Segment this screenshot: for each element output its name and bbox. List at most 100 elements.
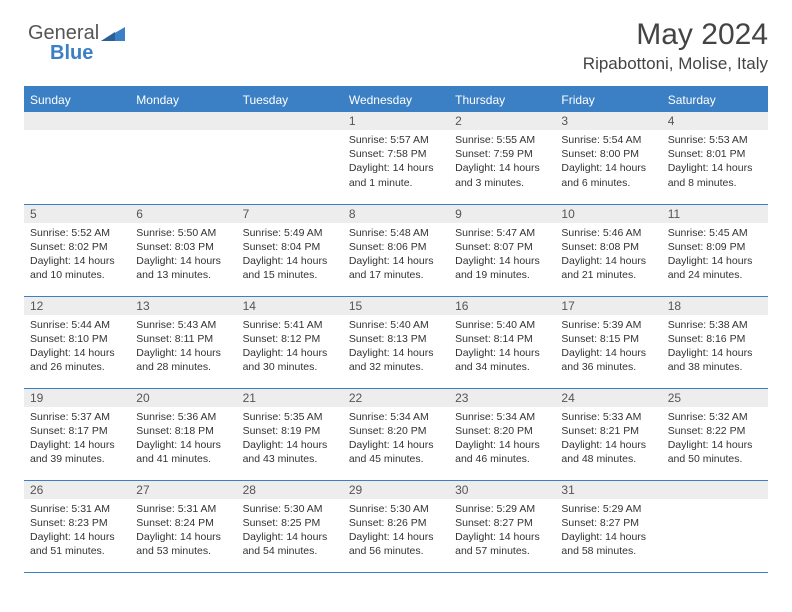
calendar-week-row: 12Sunrise: 5:44 AMSunset: 8:10 PMDayligh… bbox=[24, 296, 768, 388]
calendar-day-cell: 18Sunrise: 5:38 AMSunset: 8:16 PMDayligh… bbox=[662, 296, 768, 388]
calendar-day-cell: 12Sunrise: 5:44 AMSunset: 8:10 PMDayligh… bbox=[24, 296, 130, 388]
calendar-day-cell: 22Sunrise: 5:34 AMSunset: 8:20 PMDayligh… bbox=[343, 388, 449, 480]
day-details: Sunrise: 5:32 AMSunset: 8:22 PMDaylight:… bbox=[662, 407, 768, 471]
day-number: 5 bbox=[24, 205, 130, 223]
logo-part2: Blue bbox=[50, 42, 93, 64]
day-number: 2 bbox=[449, 112, 555, 130]
day-details: Sunrise: 5:41 AMSunset: 8:12 PMDaylight:… bbox=[237, 315, 343, 379]
day-number: 14 bbox=[237, 297, 343, 315]
calendar-day-cell: 25Sunrise: 5:32 AMSunset: 8:22 PMDayligh… bbox=[662, 388, 768, 480]
day-number: 25 bbox=[662, 389, 768, 407]
calendar-day-cell: 15Sunrise: 5:40 AMSunset: 8:13 PMDayligh… bbox=[343, 296, 449, 388]
calendar-day-cell: 7Sunrise: 5:49 AMSunset: 8:04 PMDaylight… bbox=[237, 204, 343, 296]
calendar-day-cell bbox=[662, 480, 768, 572]
calendar-day-cell: 9Sunrise: 5:47 AMSunset: 8:07 PMDaylight… bbox=[449, 204, 555, 296]
day-number: 1 bbox=[343, 112, 449, 130]
day-number: 29 bbox=[343, 481, 449, 499]
day-number: 16 bbox=[449, 297, 555, 315]
day-details: Sunrise: 5:33 AMSunset: 8:21 PMDaylight:… bbox=[555, 407, 661, 471]
day-number: 13 bbox=[130, 297, 236, 315]
weekday-header: Saturday bbox=[662, 87, 768, 112]
calendar-day-cell: 8Sunrise: 5:48 AMSunset: 8:06 PMDaylight… bbox=[343, 204, 449, 296]
day-number: 30 bbox=[449, 481, 555, 499]
day-details: Sunrise: 5:30 AMSunset: 8:26 PMDaylight:… bbox=[343, 499, 449, 563]
weekday-header: Wednesday bbox=[343, 87, 449, 112]
logo-triangle-icon bbox=[101, 25, 125, 43]
calendar-day-cell: 20Sunrise: 5:36 AMSunset: 8:18 PMDayligh… bbox=[130, 388, 236, 480]
day-number: 31 bbox=[555, 481, 661, 499]
calendar-day-cell: 21Sunrise: 5:35 AMSunset: 8:19 PMDayligh… bbox=[237, 388, 343, 480]
day-number: 21 bbox=[237, 389, 343, 407]
day-details: Sunrise: 5:45 AMSunset: 8:09 PMDaylight:… bbox=[662, 223, 768, 287]
calendar-day-cell: 10Sunrise: 5:46 AMSunset: 8:08 PMDayligh… bbox=[555, 204, 661, 296]
day-details: Sunrise: 5:31 AMSunset: 8:23 PMDaylight:… bbox=[24, 499, 130, 563]
day-number: 19 bbox=[24, 389, 130, 407]
calendar-week-row: 19Sunrise: 5:37 AMSunset: 8:17 PMDayligh… bbox=[24, 388, 768, 480]
calendar-day-cell: 26Sunrise: 5:31 AMSunset: 8:23 PMDayligh… bbox=[24, 480, 130, 572]
day-details: Sunrise: 5:40 AMSunset: 8:13 PMDaylight:… bbox=[343, 315, 449, 379]
day-number: 26 bbox=[24, 481, 130, 499]
weekday-header: Tuesday bbox=[237, 87, 343, 112]
logo-part2-wrap: Blue bbox=[50, 42, 93, 65]
calendar-day-cell: 31Sunrise: 5:29 AMSunset: 8:27 PMDayligh… bbox=[555, 480, 661, 572]
day-details: Sunrise: 5:52 AMSunset: 8:02 PMDaylight:… bbox=[24, 223, 130, 287]
day-number: 20 bbox=[130, 389, 236, 407]
weekday-header: Friday bbox=[555, 87, 661, 112]
calendar-day-cell: 28Sunrise: 5:30 AMSunset: 8:25 PMDayligh… bbox=[237, 480, 343, 572]
calendar-day-cell: 14Sunrise: 5:41 AMSunset: 8:12 PMDayligh… bbox=[237, 296, 343, 388]
day-details: Sunrise: 5:44 AMSunset: 8:10 PMDaylight:… bbox=[24, 315, 130, 379]
day-details: Sunrise: 5:38 AMSunset: 8:16 PMDaylight:… bbox=[662, 315, 768, 379]
day-details: Sunrise: 5:39 AMSunset: 8:15 PMDaylight:… bbox=[555, 315, 661, 379]
day-number: 27 bbox=[130, 481, 236, 499]
calendar-day-cell: 16Sunrise: 5:40 AMSunset: 8:14 PMDayligh… bbox=[449, 296, 555, 388]
calendar-day-cell: 23Sunrise: 5:34 AMSunset: 8:20 PMDayligh… bbox=[449, 388, 555, 480]
weekday-header: Sunday bbox=[24, 87, 130, 112]
day-details: Sunrise: 5:29 AMSunset: 8:27 PMDaylight:… bbox=[555, 499, 661, 563]
day-details: Sunrise: 5:34 AMSunset: 8:20 PMDaylight:… bbox=[343, 407, 449, 471]
day-number: 17 bbox=[555, 297, 661, 315]
day-details: Sunrise: 5:34 AMSunset: 8:20 PMDaylight:… bbox=[449, 407, 555, 471]
day-number: 22 bbox=[343, 389, 449, 407]
calendar-day-cell: 5Sunrise: 5:52 AMSunset: 8:02 PMDaylight… bbox=[24, 204, 130, 296]
day-details: Sunrise: 5:49 AMSunset: 8:04 PMDaylight:… bbox=[237, 223, 343, 287]
day-number-empty bbox=[24, 112, 130, 130]
calendar-day-cell: 13Sunrise: 5:43 AMSunset: 8:11 PMDayligh… bbox=[130, 296, 236, 388]
day-number: 24 bbox=[555, 389, 661, 407]
day-details: Sunrise: 5:46 AMSunset: 8:08 PMDaylight:… bbox=[555, 223, 661, 287]
weekday-header: Thursday bbox=[449, 87, 555, 112]
day-details: Sunrise: 5:36 AMSunset: 8:18 PMDaylight:… bbox=[130, 407, 236, 471]
calendar-day-cell: 1Sunrise: 5:57 AMSunset: 7:58 PMDaylight… bbox=[343, 112, 449, 204]
day-number: 4 bbox=[662, 112, 768, 130]
calendar-day-cell: 2Sunrise: 5:55 AMSunset: 7:59 PMDaylight… bbox=[449, 112, 555, 204]
day-number: 3 bbox=[555, 112, 661, 130]
month-title: May 2024 bbox=[24, 18, 768, 52]
logo: General Blue bbox=[28, 22, 125, 45]
calendar-day-cell: 11Sunrise: 5:45 AMSunset: 8:09 PMDayligh… bbox=[662, 204, 768, 296]
day-details: Sunrise: 5:55 AMSunset: 7:59 PMDaylight:… bbox=[449, 130, 555, 194]
day-number: 11 bbox=[662, 205, 768, 223]
calendar-day-cell: 19Sunrise: 5:37 AMSunset: 8:17 PMDayligh… bbox=[24, 388, 130, 480]
calendar-day-cell: 24Sunrise: 5:33 AMSunset: 8:21 PMDayligh… bbox=[555, 388, 661, 480]
weekday-header: Monday bbox=[130, 87, 236, 112]
calendar-week-row: 5Sunrise: 5:52 AMSunset: 8:02 PMDaylight… bbox=[24, 204, 768, 296]
day-number-empty bbox=[130, 112, 236, 130]
day-details: Sunrise: 5:54 AMSunset: 8:00 PMDaylight:… bbox=[555, 130, 661, 194]
day-number-empty bbox=[237, 112, 343, 130]
day-details: Sunrise: 5:31 AMSunset: 8:24 PMDaylight:… bbox=[130, 499, 236, 563]
logo-part1: General bbox=[28, 22, 99, 44]
day-number: 6 bbox=[130, 205, 236, 223]
day-details: Sunrise: 5:53 AMSunset: 8:01 PMDaylight:… bbox=[662, 130, 768, 194]
day-number: 8 bbox=[343, 205, 449, 223]
calendar-day-cell: 17Sunrise: 5:39 AMSunset: 8:15 PMDayligh… bbox=[555, 296, 661, 388]
calendar-day-cell: 27Sunrise: 5:31 AMSunset: 8:24 PMDayligh… bbox=[130, 480, 236, 572]
day-details: Sunrise: 5:30 AMSunset: 8:25 PMDaylight:… bbox=[237, 499, 343, 563]
calendar-body: 1Sunrise: 5:57 AMSunset: 7:58 PMDaylight… bbox=[24, 112, 768, 572]
calendar-day-cell: 30Sunrise: 5:29 AMSunset: 8:27 PMDayligh… bbox=[449, 480, 555, 572]
calendar-day-cell: 6Sunrise: 5:50 AMSunset: 8:03 PMDaylight… bbox=[130, 204, 236, 296]
day-details: Sunrise: 5:47 AMSunset: 8:07 PMDaylight:… bbox=[449, 223, 555, 287]
day-details: Sunrise: 5:43 AMSunset: 8:11 PMDaylight:… bbox=[130, 315, 236, 379]
calendar-header-row: SundayMondayTuesdayWednesdayThursdayFrid… bbox=[24, 87, 768, 112]
header: May 2024 Ripabottoni, Molise, Italy bbox=[24, 18, 768, 74]
day-details: Sunrise: 5:57 AMSunset: 7:58 PMDaylight:… bbox=[343, 130, 449, 194]
day-details: Sunrise: 5:40 AMSunset: 8:14 PMDaylight:… bbox=[449, 315, 555, 379]
